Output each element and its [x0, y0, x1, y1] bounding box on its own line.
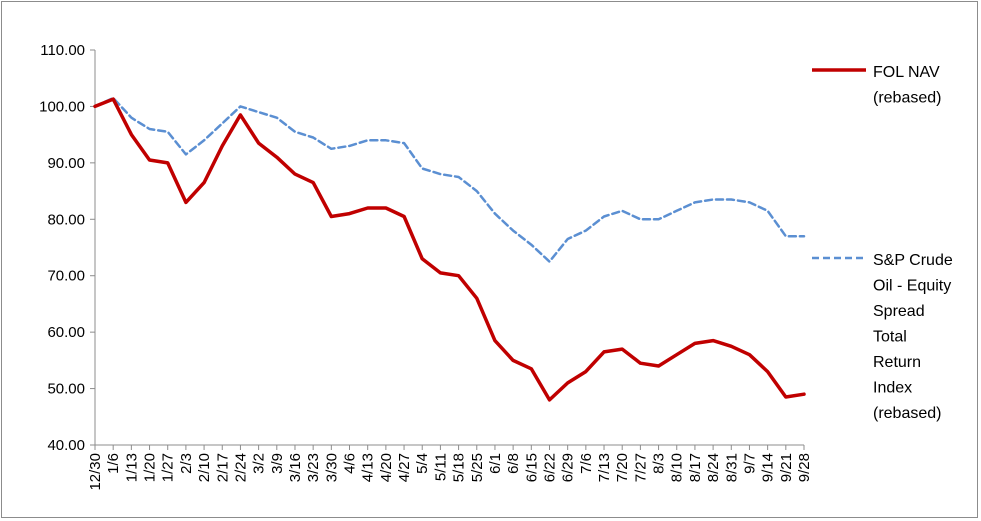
x-tick-label: 2/24: [232, 453, 249, 482]
x-tick-label: 12/30: [87, 453, 104, 491]
x-tick-label: 2/17: [214, 453, 231, 482]
x-tick-label: 2/3: [178, 453, 195, 474]
x-tick-label: 1/20: [142, 453, 159, 482]
x-tick-label: 6/8: [505, 453, 522, 474]
x-tick-label: 6/15: [523, 453, 540, 482]
x-tick-label: 9/21: [778, 453, 795, 482]
x-tick-label: 1/6: [105, 453, 122, 474]
x-tick-label: 9/14: [760, 453, 777, 482]
legend-label: FOL NAV: [873, 64, 940, 81]
x-tick-label: 6/22: [541, 453, 558, 482]
x-tick-label: 8/10: [669, 453, 686, 482]
legend-label: Spread: [873, 303, 925, 320]
x-tick-label: 8/24: [705, 453, 722, 482]
y-tick-label: 50.00: [47, 381, 85, 398]
legend-label: Total: [873, 329, 907, 346]
x-tick-label: 5/18: [451, 453, 468, 482]
legend-label: (rebased): [873, 90, 941, 107]
x-tick-label: 4/13: [360, 453, 377, 482]
x-tick-label: 1/13: [123, 453, 140, 482]
x-tick-label: 7/27: [632, 453, 649, 482]
x-tick-label: 7/20: [614, 453, 631, 482]
x-tick-label: 8/3: [651, 453, 668, 474]
x-tick-label: 8/17: [687, 453, 704, 482]
y-tick-label: 110.00: [40, 42, 85, 59]
legend-label: S&P Crude: [873, 252, 953, 269]
series-line-sp-crude-oil-equity-spread: [93, 96, 806, 263]
x-tick-label: 9/28: [796, 453, 813, 482]
x-tick-label: 3/2: [251, 453, 268, 474]
x-tick-label: 3/9: [269, 453, 286, 474]
x-tick-label: 5/11: [432, 453, 449, 481]
x-tick-label: 4/6: [342, 453, 359, 474]
y-tick-label: 40.00: [47, 437, 85, 454]
x-tick-label: 3/23: [305, 453, 322, 482]
legend-label: (rebased): [873, 405, 941, 422]
chart-axes: 40.00 50.00 60.00 70.00 80.00 90.00 100.00 110.…: [39, 42, 813, 491]
x-tick-label: 5/25: [469, 453, 486, 482]
x-tick-label: 7/6: [578, 453, 595, 474]
x-tick-label: 5/4: [414, 453, 431, 474]
x-tick-label: 9/7: [741, 453, 758, 474]
y-tick-label: 60.00: [47, 324, 85, 341]
x-tick-label: 7/13: [596, 453, 613, 482]
x-tick-label: 6/29: [560, 453, 577, 482]
series-layer: [93, 96, 806, 402]
legend: FOL NAV (rebased) S&P Crude Oil - Equity Spr…: [812, 64, 953, 422]
x-tick-label: 3/30: [323, 453, 340, 482]
x-tick-label: 2/10: [196, 453, 213, 482]
y-tick-label: 80.00: [47, 211, 85, 228]
legend-label: Index: [873, 380, 912, 397]
x-tick-label: 1/27: [160, 453, 177, 482]
x-tick-label: 4/20: [378, 453, 395, 482]
legend-label: Return: [873, 354, 921, 371]
y-tick-label: 100.00: [39, 98, 85, 115]
y-tick-label: 90.00: [47, 155, 85, 172]
x-tick-label: 4/27: [396, 453, 413, 482]
x-tick-label: 6/1: [487, 453, 504, 474]
y-tick-label: 70.00: [47, 268, 85, 285]
series-line-fol-nav: [93, 97, 806, 402]
x-tick-label: 8/31: [723, 453, 740, 482]
x-tick-label: 3/16: [287, 453, 304, 482]
legend-label: Oil - Equity: [873, 278, 951, 295]
